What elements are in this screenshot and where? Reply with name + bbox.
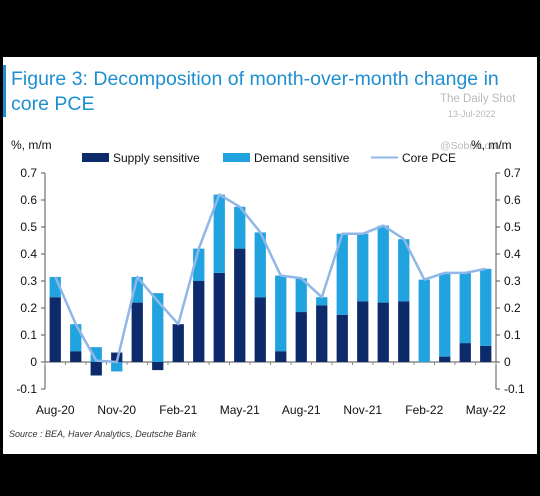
bar-supply-sensitive (152, 362, 164, 371)
bar-demand-sensitive (377, 225, 389, 303)
bar-supply-sensitive (193, 281, 205, 362)
bar-demand-sensitive (357, 233, 369, 302)
legend-label-core-pce: Core PCE (402, 151, 456, 165)
y-tick-label-right: 0.1 (504, 328, 521, 342)
bar-supply-sensitive (275, 351, 287, 362)
legend-swatch-demand (223, 153, 250, 162)
bar-demand-sensitive (336, 233, 348, 315)
bar-demand-sensitive (90, 347, 102, 362)
y-tick-label-left: 0.7 (20, 166, 37, 180)
y-tick-label-left: 0 (30, 355, 37, 369)
y-tick-label-right: 0 (504, 355, 511, 369)
y-tick-label-left: 0.2 (20, 301, 37, 315)
x-tick-label: Aug-20 (36, 403, 75, 417)
watermark-date: 13-Jul-2022 (448, 109, 496, 119)
bar-supply-sensitive (357, 301, 369, 362)
x-tick-label: Aug-21 (282, 403, 321, 417)
core-pce-line (54, 193, 487, 364)
bar-supply-sensitive (49, 297, 61, 362)
y-tick-label-right: 0.4 (504, 247, 521, 261)
bar-supply-sensitive (336, 314, 348, 362)
bar-supply-sensitive (172, 324, 184, 362)
x-tick-label: Nov-20 (97, 403, 136, 417)
y-tick-label-left: 0.5 (20, 220, 37, 234)
title-accent-bar (3, 65, 6, 117)
bar-supply-sensitive (254, 297, 266, 362)
bar-demand-sensitive (193, 248, 205, 281)
bar-supply-sensitive (459, 343, 471, 362)
bar-demand-sensitive (398, 239, 410, 302)
bar-supply-sensitive (70, 351, 82, 362)
y-tick-label-right: 0.3 (504, 274, 521, 288)
bar-demand-sensitive (111, 362, 123, 372)
y-tick-label-right: 0.2 (504, 301, 521, 315)
chart-title: Figure 3: Decomposition of month-over-mo… (11, 68, 499, 115)
y-unit-right: %, m/m (471, 138, 512, 152)
chart-plot: %, m/m %, m/m Supply sensitive Demand se… (11, 138, 525, 417)
bar-demand-sensitive (70, 324, 82, 352)
y-tick-label-left: 0.3 (20, 274, 37, 288)
bar-supply-sensitive (234, 248, 246, 362)
bar-demand-sensitive (295, 278, 307, 313)
legend-label-demand: Demand sensitive (254, 151, 350, 165)
y-unit-left: %, m/m (11, 138, 52, 152)
x-tick-label: May-22 (466, 403, 506, 417)
y-tick-label-left: 0.6 (20, 193, 37, 207)
y-tick-label-right: -0.1 (504, 382, 525, 396)
bar-demand-sensitive (275, 275, 287, 352)
legend-swatch-supply (82, 153, 109, 162)
bar-demand-sensitive (131, 276, 143, 303)
bar-demand-sensitive (480, 268, 492, 346)
legend-label-supply: Supply sensitive (113, 151, 200, 165)
bar-demand-sensitive (254, 232, 266, 298)
chart-card: Figure 3: Decomposition of month-over-mo… (3, 57, 537, 454)
bar-demand-sensitive (459, 272, 471, 344)
bar-demand-sensitive (439, 272, 451, 357)
bar-demand-sensitive (316, 297, 328, 306)
watermark-name: The Daily Shot (440, 93, 516, 105)
bar-demand-sensitive (234, 206, 246, 249)
x-tick-label: May-21 (220, 403, 260, 417)
y-tick-label-right: 0.5 (504, 220, 521, 234)
bar-demand-sensitive (152, 293, 164, 362)
bar-supply-sensitive (90, 362, 102, 376)
bar-supply-sensitive (131, 302, 143, 362)
bar-demand-sensitive (418, 279, 430, 362)
x-tick-label: Nov-21 (343, 403, 382, 417)
y-tick-label-left: 0.1 (20, 328, 37, 342)
bar-supply-sensitive (439, 356, 451, 362)
y-tick-label-right: 0.7 (504, 166, 521, 180)
watermark-handle: @SoberLook (440, 140, 502, 152)
x-tick-label: Feb-21 (159, 403, 197, 417)
x-tick-label: Feb-22 (405, 403, 443, 417)
bars-supply-sensitive (49, 248, 492, 376)
bar-supply-sensitive (480, 345, 492, 362)
y-tick-label-right: 0.6 (504, 193, 521, 207)
bar-supply-sensitive (398, 301, 410, 362)
bar-supply-sensitive (213, 272, 225, 362)
bar-demand-sensitive (49, 276, 61, 298)
bar-supply-sensitive (295, 312, 307, 362)
legend: Supply sensitive Demand sensitive Core P… (82, 151, 456, 165)
bar-demand-sensitive (213, 194, 225, 273)
x-axis-labels: Aug-20 Nov-20 Feb-21 May-21 Aug-21 Nov-21 Feb-… (36, 403, 506, 417)
y-tick-label-left: -0.1 (16, 382, 37, 396)
source-note: Source : BEA, Haver Analytics, Deutsche … (9, 429, 197, 439)
bars-demand-sensitive (49, 194, 492, 372)
core-pce-series (54, 193, 487, 364)
y-tick-label-left: 0.4 (20, 247, 37, 261)
bar-supply-sensitive (316, 305, 328, 362)
bar-supply-sensitive (377, 302, 389, 362)
